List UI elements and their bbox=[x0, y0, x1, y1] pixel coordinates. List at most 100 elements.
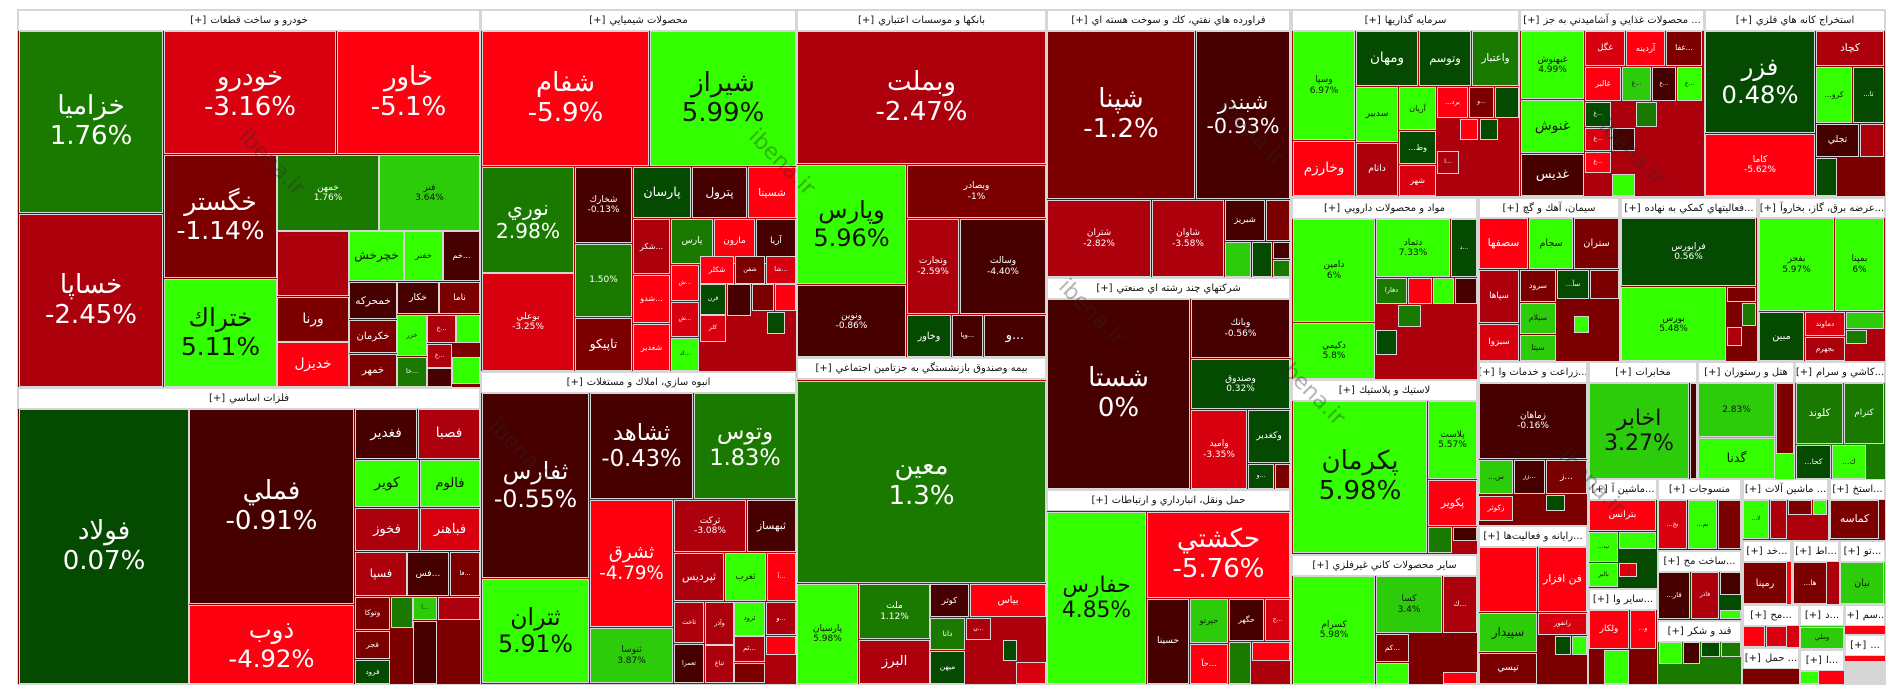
stock-tile[interactable]: خاور -5.1% bbox=[337, 31, 480, 154]
stock-tile[interactable]: ثنوسا 3.87% bbox=[590, 628, 673, 683]
sector-header[interactable]: ... محصولات غذايي و آشاميدني به جز [+] bbox=[1520, 10, 1704, 31]
stock-tile[interactable] bbox=[1546, 495, 1565, 511]
sector-header[interactable]: خودرو و ساخت قطعات [+] bbox=[18, 10, 480, 31]
sector-header[interactable]: ...تو [+] bbox=[1840, 541, 1885, 562]
expand-button[interactable]: [+] bbox=[1759, 202, 1776, 214]
expand-button[interactable]: [+] bbox=[1744, 484, 1761, 495]
stock-tile[interactable]: وخاور bbox=[907, 315, 951, 357]
stock-tile[interactable] bbox=[277, 231, 349, 296]
stock-tile[interactable]: وبصادر -1% bbox=[907, 165, 1046, 218]
stock-tile[interactable]: كوير bbox=[355, 460, 419, 507]
stock-tile[interactable]: شا... bbox=[766, 256, 796, 284]
stock-tile[interactable] bbox=[1460, 119, 1478, 140]
stock-tile[interactable] bbox=[1720, 610, 1741, 619]
stock-tile[interactable] bbox=[1275, 464, 1290, 489]
stock-tile[interactable]: ...سآ bbox=[1557, 270, 1589, 299]
stock-tile[interactable]: شغدير bbox=[633, 324, 670, 371]
stock-tile[interactable] bbox=[438, 597, 480, 620]
stock-tile[interactable]: خمهن 1.76% bbox=[277, 155, 379, 231]
stock-tile[interactable]: تپسي bbox=[1479, 653, 1537, 684]
stock-tile[interactable]: ستران bbox=[1574, 218, 1619, 269]
stock-tile[interactable]: بترانس bbox=[1589, 500, 1656, 531]
stock-tile[interactable]: ...نخ bbox=[1658, 500, 1687, 549]
stock-tile[interactable]: كسرام 5.98% bbox=[1293, 576, 1375, 684]
stock-tile[interactable] bbox=[1742, 303, 1756, 326]
stock-tile[interactable] bbox=[1225, 242, 1251, 277]
stock-tile[interactable]: فنر 3.64% bbox=[379, 155, 480, 231]
stock-tile[interactable]: سصفها bbox=[1479, 218, 1528, 269]
stock-tile[interactable]: فسپا bbox=[355, 552, 407, 596]
stock-tile[interactable]: سپاها bbox=[1479, 270, 1519, 323]
stock-tile[interactable]: ح... bbox=[1265, 599, 1290, 641]
sector-header[interactable]: ... حمل [+] bbox=[1743, 648, 1799, 669]
stock-tile[interactable] bbox=[1604, 650, 1629, 684]
expand-button[interactable]: [+] bbox=[1312, 560, 1329, 571]
stock-tile[interactable]: غ... bbox=[1652, 67, 1676, 101]
stock-tile[interactable]: كلوند bbox=[1796, 383, 1843, 444]
stock-tile[interactable]: كچاد bbox=[1816, 31, 1884, 66]
stock-tile[interactable]: خزر bbox=[397, 315, 427, 356]
expand-button[interactable]: [+] bbox=[1483, 531, 1500, 542]
stock-tile[interactable]: زكوثر bbox=[1479, 496, 1513, 521]
stock-tile[interactable] bbox=[1860, 124, 1884, 157]
sector-header[interactable]: سيمان، آهك و گچ [+] bbox=[1479, 198, 1619, 218]
stock-tile[interactable] bbox=[734, 663, 765, 683]
stock-tile[interactable]: سرود bbox=[1520, 270, 1556, 302]
stock-tile[interactable]: دامين 6% bbox=[1293, 219, 1375, 322]
stock-tile[interactable]: وكغدير bbox=[1248, 410, 1290, 463]
stock-tile[interactable]: ثشرق -4.79% bbox=[590, 500, 673, 627]
sector-header[interactable]: ...د [+] bbox=[1800, 605, 1844, 626]
stock-tile[interactable]: غبهنوش 4.99% bbox=[1521, 31, 1584, 99]
stock-tile[interactable]: فرود bbox=[355, 660, 390, 684]
stock-tile[interactable]: فولاد 0.07% bbox=[19, 409, 189, 684]
stock-tile[interactable] bbox=[1443, 672, 1477, 684]
stock-tile[interactable] bbox=[1252, 642, 1290, 661]
stock-tile[interactable] bbox=[1376, 663, 1409, 684]
stock-tile[interactable]: ثم... bbox=[734, 636, 765, 662]
stock-tile[interactable]: ا... bbox=[1437, 151, 1459, 174]
stock-tile[interactable]: ثپرديس bbox=[674, 553, 724, 601]
stock-tile[interactable]: حفارس 4.85% bbox=[1047, 512, 1146, 684]
stock-tile[interactable]: دكيمي 5.8% bbox=[1293, 323, 1375, 379]
expand-button[interactable]: [+] bbox=[566, 377, 583, 388]
stock-tile[interactable]: شخارك -0.13% bbox=[575, 167, 632, 243]
stock-tile[interactable]: خم... bbox=[443, 231, 480, 281]
stock-tile[interactable]: زماهان -0.16% bbox=[1479, 383, 1587, 459]
stock-tile[interactable]: شدو... bbox=[633, 275, 670, 323]
stock-tile[interactable] bbox=[775, 284, 796, 311]
stock-tile[interactable]: فصبا bbox=[418, 409, 480, 459]
expand-button[interactable]: [+] bbox=[1338, 385, 1355, 396]
stock-tile[interactable]: ز... bbox=[1546, 460, 1587, 494]
stock-tile[interactable]: نيان bbox=[1840, 562, 1884, 604]
stock-tile[interactable] bbox=[1788, 500, 1812, 515]
stock-tile[interactable]: شستا 0% bbox=[1047, 299, 1190, 489]
stock-tile[interactable]: وتوسم bbox=[1419, 31, 1471, 86]
stock-tile[interactable]: دتماد 7.33% bbox=[1376, 219, 1450, 277]
stock-tile[interactable]: ثباغ bbox=[705, 645, 734, 683]
stock-tile[interactable]: ك... bbox=[1443, 576, 1477, 633]
stock-tile[interactable]: شفام -5.9% bbox=[482, 31, 649, 166]
stock-tile[interactable]: بوعلي -3.25% bbox=[482, 273, 574, 371]
stock-tile[interactable]: غفا... bbox=[1666, 31, 1702, 66]
stock-tile[interactable] bbox=[1770, 500, 1787, 539]
stock-tile[interactable]: خكار bbox=[397, 282, 439, 314]
stock-tile[interactable]: شيراز 5.99% bbox=[650, 31, 796, 166]
expand-button[interactable]: [+] bbox=[1591, 484, 1608, 495]
stock-tile[interactable] bbox=[1636, 102, 1657, 127]
stock-tile[interactable]: بجهرم bbox=[1805, 337, 1845, 361]
stock-tile[interactable]: زز... bbox=[1514, 460, 1545, 494]
stock-tile[interactable]: ثرود bbox=[734, 602, 765, 636]
stock-tile[interactable]: ...س bbox=[1479, 460, 1513, 494]
stock-tile[interactable]: گدنا bbox=[1698, 438, 1775, 479]
sector-header[interactable]: ...ماشين آ [+] bbox=[1589, 479, 1657, 500]
stock-tile[interactable]: كوثر bbox=[930, 584, 969, 617]
stock-tile[interactable] bbox=[1479, 547, 1537, 612]
stock-tile[interactable]: بفجر 5.97% bbox=[1759, 218, 1834, 311]
stock-tile[interactable] bbox=[752, 284, 774, 311]
stock-tile[interactable]: ...كرو bbox=[1816, 67, 1852, 123]
sector-header[interactable]: بيمه وصندوق بازنشستگي به جزتامين اجتماعي… bbox=[797, 358, 1046, 379]
stock-tile[interactable]: وآذر bbox=[705, 602, 734, 645]
expand-button[interactable]: [+] bbox=[1091, 495, 1108, 506]
stock-tile[interactable] bbox=[1480, 119, 1498, 140]
stock-tile[interactable]: رانفور bbox=[1538, 613, 1587, 635]
